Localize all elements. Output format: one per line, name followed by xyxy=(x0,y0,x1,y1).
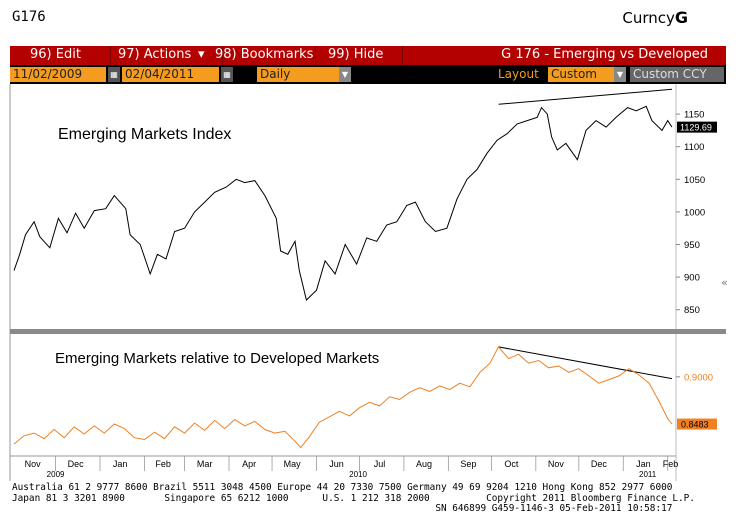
start-date-field[interactable]: 11/02/2009 xyxy=(10,67,106,82)
hide-menu[interactable]: 99) Hide xyxy=(328,47,384,62)
x-month-label: Jul xyxy=(374,459,386,469)
x-month-label: Aug xyxy=(416,459,432,469)
bottom-chart-title: Emerging Markets relative to Developed M… xyxy=(55,350,379,367)
actions-dropdown-icon[interactable]: ▾ xyxy=(198,47,205,62)
x-month-label: Dec xyxy=(591,459,608,469)
top-panel: Emerging Markets Index 850 900 950 1000 1050… xyxy=(13,88,717,316)
menu-divider xyxy=(110,46,111,65)
brand-letter: G xyxy=(674,8,688,27)
brand-prefix: Curncy xyxy=(622,9,675,27)
x-year-label: 2010 xyxy=(349,470,367,479)
bottom-last-value-badge xyxy=(677,418,717,430)
bottom-y-axis: 0.9000 xyxy=(676,372,713,383)
bookmarks-menu[interactable]: 98) Bookmarks xyxy=(215,47,314,62)
end-date-field[interactable]: 02/04/2011 xyxy=(122,67,219,82)
security-code: G176 xyxy=(12,9,46,25)
top-y-tick-label: 1050 xyxy=(684,175,705,186)
footer-line-1: Australia 61 2 9777 8600 Brazil 5511 304… xyxy=(12,482,673,493)
x-month-label: Oct xyxy=(504,459,519,469)
calendar-icon[interactable]: ▦ xyxy=(108,67,120,82)
actions-menu[interactable]: 97) Actions xyxy=(118,47,192,62)
title-area: G176 CurncyG xyxy=(0,0,736,44)
layout-label: Layout xyxy=(498,67,539,81)
footer-line-2: Japan 81 3 3201 8900 Singapore 65 6212 1… xyxy=(12,492,695,504)
x-month-label: Feb xyxy=(155,459,171,469)
x-month-label: Mar xyxy=(197,459,213,469)
bottom-panel: Emerging Markets relative to Developed M… xyxy=(13,346,717,449)
top-y-axis: 850 900 950 1000 1050 1100 1150 xyxy=(676,110,705,316)
top-y-tick-label: 1000 xyxy=(684,207,705,218)
menu-divider xyxy=(402,46,403,65)
x-month-label: Apr xyxy=(242,459,256,469)
top-trendline xyxy=(498,88,673,105)
menu-divider xyxy=(222,46,223,65)
menu-divider xyxy=(315,46,316,65)
x-month-label: Jun xyxy=(329,459,344,469)
top-series-line xyxy=(13,105,673,301)
x-year-label: 2011 xyxy=(639,470,657,479)
footer-line-3: SN 646899 G459-1146-3 05-Feb-2011 10:58:… xyxy=(12,503,673,514)
chevron-down-icon[interactable]: ▼ xyxy=(614,67,626,82)
footer: Australia 61 2 9777 8600 Brazil 5511 304… xyxy=(12,482,695,515)
bottom-series-line xyxy=(13,346,673,449)
x-month-label: May xyxy=(284,459,302,469)
bottom-trendline xyxy=(498,346,673,380)
x-month-label: Feb xyxy=(663,459,679,469)
chevron-down-icon[interactable]: ▼ xyxy=(339,67,351,82)
top-y-tick-label: 1150 xyxy=(684,110,704,121)
chart-canvas: « Emerging Markets Index 850 900 950 1000 10… xyxy=(9,84,728,481)
menu-bar: 96) Edit 97) Actions ▾ 98) Bookmarks 99)… xyxy=(10,46,726,65)
x-month-label: Nov xyxy=(548,459,565,469)
x-month-label: Nov xyxy=(25,459,42,469)
layout-select[interactable]: Custom xyxy=(548,67,626,82)
bottom-last-value-label: 0.8483 xyxy=(681,420,709,430)
calendar-icon[interactable]: ▦ xyxy=(221,67,233,82)
edit-menu[interactable]: 96) Edit xyxy=(30,47,81,62)
x-month-label: Jan xyxy=(636,459,651,469)
x-month-label: Sep xyxy=(460,459,476,469)
top-y-tick-label: 950 xyxy=(684,240,700,251)
graph-title: G 176 - Emerging vs Developed xyxy=(501,47,708,62)
x-month-label: Dec xyxy=(68,459,85,469)
top-y-tick-label: 900 xyxy=(684,273,700,284)
toolbar: 11/02/2009 ▦ 02/04/2011 ▦ Daily ▼ Layout… xyxy=(10,65,726,84)
panel-divider xyxy=(10,329,726,334)
x-year-label: 2009 xyxy=(47,470,65,479)
x-month-label: Jan xyxy=(113,459,128,469)
custom-ccy-button[interactable]: Custom CCY xyxy=(630,67,724,82)
top-last-value-badge xyxy=(677,121,717,133)
x-axis: Nov Dec Jan Feb Mar Apr May Jun Jul Aug Sep Oct Nov D… xyxy=(25,456,679,479)
chart-background xyxy=(10,84,726,481)
collapse-arrow-icon[interactable]: « xyxy=(721,276,728,289)
top-y-tick-label: 850 xyxy=(684,305,700,316)
market-sector-label[interactable]: CurncyG xyxy=(622,8,688,27)
top-last-value-label: 1129.69 xyxy=(680,123,712,133)
bottom-y-tick-label: 0.9000 xyxy=(684,372,713,383)
top-chart-title: Emerging Markets Index xyxy=(58,126,231,143)
top-y-tick-label: 1100 xyxy=(684,142,704,153)
period-select[interactable]: Daily xyxy=(257,67,339,82)
